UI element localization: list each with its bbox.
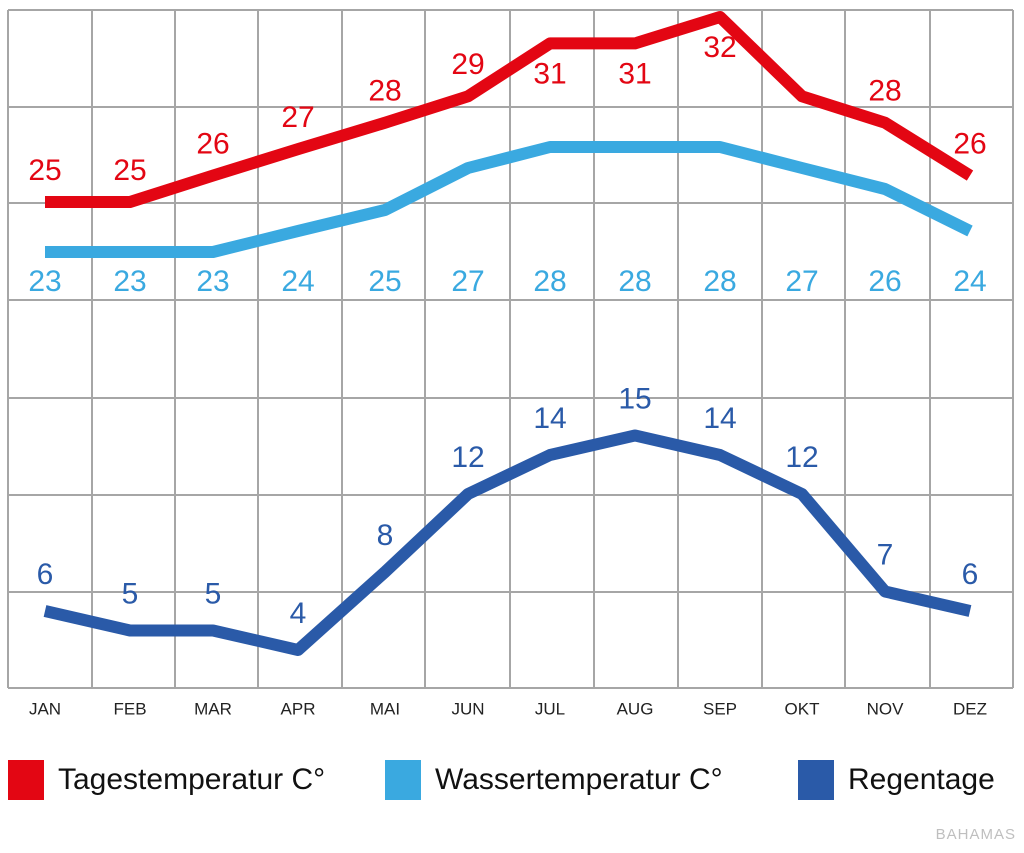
x-tick-aug: AUG [617,699,654,718]
x-axis-tick-labels: JAN FEB MAR APR MAI JUN JUL AUG SEP OKT NOV DEZ [29,699,987,718]
data-label-regentage-okt: 12 [785,441,818,474]
data-label-wassertemperatur-dez: 24 [953,265,986,298]
data-label-wassertemperatur-sep: 28 [703,265,736,298]
data-label-regentage-jun: 12 [451,441,484,474]
data-label-wassertemperatur-jul: 28 [533,265,566,298]
legend-swatch-regentage [798,760,834,800]
data-label-tagestemperatur-jan: 25 [28,154,61,187]
x-tick-nov: NOV [867,699,905,718]
data-label-tagestemperatur-aug: 31 [618,57,651,90]
data-label-regentage-apr: 4 [290,597,307,630]
x-tick-okt: OKT [785,699,820,718]
x-tick-dez: DEZ [953,699,987,718]
data-label-tagestemperatur-nov: 28 [868,75,901,108]
data-label-tagestemperatur-dez: 26 [953,127,986,160]
chart-data-labels: 25 25 26 27 28 29 31 31 32 28 26 23 23 23 24 25 27 28 28 28… [28,31,986,630]
legend-item-regentage: Regentage [798,760,995,800]
data-label-regentage-jul: 14 [533,402,566,435]
data-label-wassertemperatur-nov: 26 [868,265,901,298]
legend-label-tagestemperatur: Tagestemperatur C° [58,763,326,796]
data-label-regentage-dez: 6 [962,558,979,591]
data-label-wassertemperatur-mai: 25 [368,265,401,298]
data-label-tagestemperatur-jul: 31 [533,57,566,90]
x-tick-mar: MAR [194,699,232,718]
x-tick-feb: FEB [113,699,146,718]
location-caption: BAHAMAS [935,826,1016,843]
data-label-wassertemperatur-aug: 28 [618,265,651,298]
chart-series-lines [43,10,974,656]
x-tick-jan: JAN [29,699,61,718]
legend-item-tagestemperatur: Tagestemperatur C° [8,760,325,800]
series-line-regentage [43,429,972,656]
data-label-tagestemperatur-mai: 28 [368,75,401,108]
chart-legend: Tagestemperatur C° Wassertemperatur C° R… [0,760,1024,810]
data-label-wassertemperatur-jan: 23 [28,265,61,298]
legend-swatch-wassertemperatur [385,760,421,800]
data-label-wassertemperatur-feb: 23 [113,265,146,298]
x-tick-mai: MAI [370,699,400,718]
data-label-regentage-nov: 7 [877,538,894,571]
climate-chart: 25 25 26 27 28 29 31 31 32 28 26 23 23 23 24 25 27 28 28 28… [7,9,1014,718]
data-label-wassertemperatur-jun: 27 [451,265,484,298]
series-line-wassertemperatur [45,141,973,258]
data-label-regentage-aug: 15 [618,382,651,415]
data-label-tagestemperatur-jun: 29 [451,48,484,81]
data-label-tagestemperatur-feb: 25 [113,154,146,187]
data-label-tagestemperatur-apr: 27 [281,101,314,134]
data-label-regentage-mar: 5 [205,577,222,610]
data-label-tagestemperatur-mar: 26 [196,127,229,160]
data-label-regentage-sep: 14 [703,402,736,435]
data-label-regentage-feb: 5 [122,577,139,610]
series-line-tagestemperatur [45,10,974,208]
x-tick-jun: JUN [451,699,484,718]
x-tick-jul: JUL [535,699,565,718]
legend-item-wassertemperatur: Wassertemperatur C° [385,760,723,800]
data-label-tagestemperatur-sep: 32 [703,31,736,64]
chart-grid [7,9,1014,689]
legend-swatch-tagestemperatur [8,760,44,800]
data-label-wassertemperatur-apr: 24 [281,265,314,298]
data-label-regentage-mai: 8 [377,519,394,552]
x-tick-sep: SEP [703,699,737,718]
data-label-regentage-jan: 6 [37,558,54,591]
legend-label-regentage: Regentage [848,763,995,796]
data-label-wassertemperatur-mar: 23 [196,265,229,298]
x-tick-apr: APR [281,699,316,718]
legend-label-wassertemperatur: Wassertemperatur C° [435,763,723,796]
data-label-wassertemperatur-okt: 27 [785,265,818,298]
